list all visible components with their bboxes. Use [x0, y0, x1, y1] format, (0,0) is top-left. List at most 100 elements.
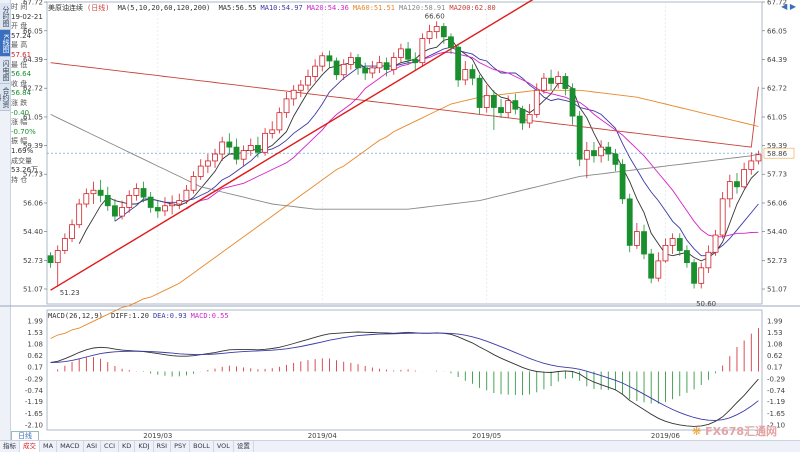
trendline[interactable]	[50, 0, 552, 291]
toolbar-button[interactable]: CCI	[101, 441, 120, 452]
candle-body	[533, 89, 540, 115]
candle-body	[562, 76, 569, 89]
toolbar-button[interactable]: RSI	[154, 441, 172, 452]
candle-body	[340, 63, 347, 76]
price-tick-label-left: 54.40	[23, 228, 43, 236]
candle-body	[641, 231, 647, 255]
toolbar-button[interactable]: KDJ	[135, 441, 154, 452]
date-label: 2019/04	[308, 432, 338, 440]
toolbar-button[interactable]: VOL	[214, 441, 234, 452]
info-label: 振 幅	[11, 137, 28, 146]
candle-body	[698, 267, 705, 284]
candle-body	[512, 100, 519, 110]
macd-legend-item: MACD:0.55	[190, 312, 229, 320]
toolbar-button[interactable]: BOLL	[190, 441, 214, 452]
candle-body	[726, 181, 733, 200]
ma-params: MA(5,10,20,60,120,200)	[117, 4, 211, 12]
macd-legend-item: DEA:0.93	[152, 312, 187, 320]
macd-tick-label-left: 1.08	[27, 340, 43, 348]
price-tick-label-right: 62.72	[767, 85, 787, 93]
candle-body	[97, 189, 104, 196]
toolbar-button[interactable]: KD	[119, 441, 136, 452]
date-label: 2019/06	[651, 432, 681, 440]
candle-body	[412, 58, 419, 64]
candle-body	[462, 69, 469, 81]
price-tick-label-right: 56.06	[767, 199, 788, 207]
candle-body	[476, 77, 483, 108]
candle-body	[183, 189, 190, 201]
ma-line-ma200	[50, 62, 759, 148]
candle-body	[705, 251, 712, 269]
candlestick-chart[interactable]: 67.72 67.72 66.05 66.05 64.39 64.39 62.72 62.72…	[0, 0, 800, 440]
scroll-arrows-icon[interactable]: ◀ ▶	[781, 2, 796, 11]
candle-body	[219, 141, 226, 155]
candle-body	[197, 165, 204, 177]
candle-body	[176, 200, 183, 205]
price-tick-label-right: 59.39	[767, 142, 787, 150]
candle-body	[448, 36, 454, 48]
ma-line-ma20	[186, 51, 759, 238]
date-label: 2019/05	[472, 432, 501, 440]
candle-body	[255, 145, 261, 153]
toolbar-button[interactable]: 指标	[0, 441, 20, 452]
toolbar-button[interactable]: 成交	[20, 441, 40, 452]
candle-body	[741, 169, 748, 188]
info-value: 57.61	[11, 50, 32, 59]
candle-body	[591, 150, 597, 157]
candle-body	[240, 150, 247, 160]
price-tick-label-left: 66.05	[23, 27, 43, 35]
price-tick-label-right: 66.05	[767, 27, 787, 35]
ohlc-info-panel: 时 间 19-02-21 开 盘 57.24 最 高 57.61 最 低 56.64 收 盘 56…	[11, 3, 45, 185]
candle-body	[154, 207, 161, 212]
macd-dea-line	[50, 332, 759, 421]
toolbar-button[interactable]: PSY	[171, 441, 191, 452]
candle-body	[362, 67, 369, 74]
date-label: 2019/03	[143, 432, 172, 440]
sidebar-tab-2[interactable]: 闪电图	[0, 57, 10, 84]
macd-tick-label-right: -0.29	[767, 375, 785, 383]
watermark-logo: ❋ FX678汇通网	[692, 425, 778, 438]
info-value: 1.69%	[11, 146, 34, 155]
price-tick-label-right: 67.72	[767, 0, 787, 7]
candle-body	[569, 88, 576, 117]
toolbar-button[interactable]: MA	[40, 441, 58, 452]
ma-legend: 美原油连续 (日线) MA(5,10,20,60,120,200) MA5:56.…	[48, 3, 504, 13]
candle-body	[626, 198, 633, 246]
macd-diff-line	[50, 331, 759, 427]
candle-body	[47, 255, 54, 264]
candle-body	[262, 132, 268, 153]
price-tick-label-left: 51.07	[23, 286, 43, 294]
candle-body	[162, 205, 168, 212]
candle-body	[398, 48, 404, 58]
price-tick-label-left: 64.39	[23, 56, 43, 64]
toolbar-button[interactable]: ASI	[84, 441, 102, 452]
sidebar-tab-0[interactable]: 分时图	[0, 3, 10, 30]
sidebar-tab-1[interactable]: K线图	[0, 30, 10, 57]
candle-body	[269, 129, 276, 134]
toolbar-button[interactable]: MACD	[57, 441, 84, 452]
toolbar-button[interactable]: 设置	[234, 441, 254, 452]
info-value: 56.64	[11, 70, 32, 79]
price-tick-label-left: 59.39	[23, 142, 43, 150]
candle-body	[204, 160, 211, 167]
macd-tick-label-right: 1.08	[767, 340, 783, 348]
period-label: (日线)	[87, 4, 110, 12]
candle-body	[376, 62, 383, 69]
candle-body	[140, 188, 147, 198]
candle-body	[369, 67, 376, 74]
symbol-name: 美原油连续	[48, 4, 83, 12]
sidebar-tab-3[interactable]: 合约资料	[0, 84, 10, 111]
candle-body	[648, 253, 655, 279]
price-tick-label-left: 57.73	[23, 171, 43, 179]
candle-body	[119, 207, 125, 217]
info-label: 涨 幅	[11, 118, 28, 127]
candle-body	[519, 108, 526, 124]
candle-body	[676, 238, 683, 251]
macd-tick-label-left: -0.74	[25, 387, 44, 395]
candle-body	[112, 205, 118, 217]
ma-line-ma60	[50, 89, 759, 339]
candle-body	[69, 224, 75, 239]
candle-body	[598, 146, 605, 157]
price-tick-label-left: 56.06	[23, 199, 44, 207]
macd-tick-label-right: 1.99	[767, 317, 783, 325]
